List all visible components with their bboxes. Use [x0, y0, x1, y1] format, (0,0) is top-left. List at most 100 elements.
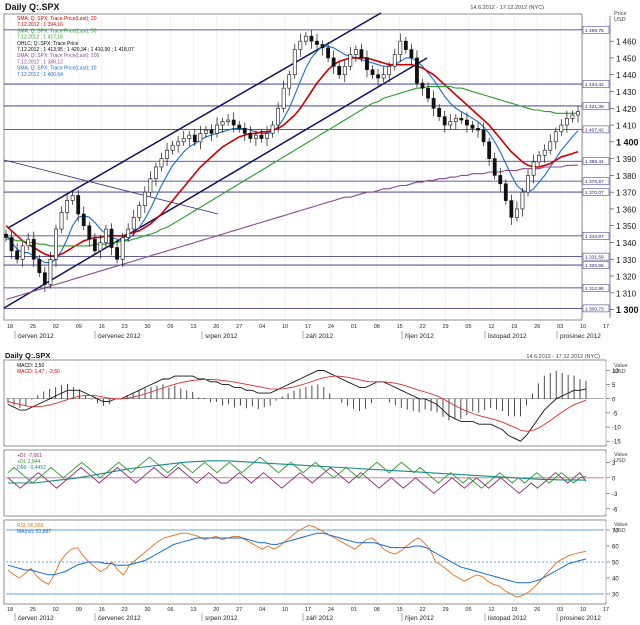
candle-body [564, 118, 569, 126]
price-legend-entry: SMA; Q:.SPX; Trace Price(Last); 200 [17, 53, 99, 59]
candle-body [131, 217, 136, 230]
bottom-day-tick: 02 [53, 607, 59, 613]
level-label: 1 370,07 [585, 190, 604, 196]
price-tick-label: 1 340 [616, 239, 637, 248]
candle-body [231, 119, 236, 126]
price-legend-entry: 7.12.2012 ; 1 417,16 [17, 35, 63, 41]
level-label-box [582, 177, 610, 185]
channel-lower-line [3, 57, 428, 309]
bottom-month-label: červenec 2012 [98, 615, 141, 622]
level-label-box [582, 252, 610, 261]
bottom-day-tick: 20 [213, 607, 219, 613]
candle-body [26, 238, 31, 247]
candle-body [476, 128, 480, 131]
bottom-month-label: říjen 2012 [405, 615, 434, 622]
price-day-tick: 24 [328, 324, 334, 330]
bottom-day-tick: 23 [122, 607, 128, 613]
candle-body [348, 54, 353, 67]
candle-body [20, 245, 25, 260]
macd-panel-title: Daily Q:.SPX [5, 351, 50, 360]
candle-body [420, 82, 425, 89]
price-day-tick: 16 [99, 324, 105, 330]
candle-body [326, 47, 330, 59]
candle-body [165, 149, 169, 159]
candle-body [9, 237, 14, 252]
price-axis-label: Price [614, 11, 627, 17]
price-legend-entry: 7.12.2012 ; 1 406,64 [17, 72, 63, 78]
candle-body [265, 133, 269, 139]
level-label: 1 312,96 [585, 286, 604, 292]
price-day-tick: 29 [442, 324, 448, 330]
bottom-month-label: prosinec 2012 [560, 615, 601, 622]
price-month-label: prosinec 2012 [560, 333, 601, 340]
candle-body [331, 57, 336, 67]
candle-body [520, 191, 525, 210]
dmi-legend-entry: +DI: 2,944 [17, 459, 40, 465]
bottom-day-tick: 10 [282, 607, 288, 613]
candle-body [315, 40, 319, 45]
price-day-tick: 02 [53, 324, 59, 330]
candle-body [559, 124, 564, 133]
series-line [5, 164, 579, 301]
macd-legend-entry: MACD: 3,50 [17, 363, 44, 369]
price-month-label: září 2012 [306, 333, 333, 340]
candle-body [526, 175, 530, 193]
price-month-label: srpen 2012 [205, 333, 238, 340]
price-legend-entry: SMA; Q:.SPX; Trace Price(Last); 20 [17, 16, 97, 22]
macd-value-label: Value [614, 363, 628, 369]
bottom-day-tick: 09 [76, 607, 82, 613]
sub-tick-label: -10 [612, 426, 621, 432]
candle-body [570, 114, 575, 119]
bottom-day-tick: 15 [397, 607, 403, 613]
candle-body [437, 107, 442, 117]
bottom-day-tick: 05 [465, 607, 471, 613]
macd-signal-line [7, 375, 587, 432]
candle-body [492, 158, 497, 176]
candle-body [98, 242, 103, 252]
candle-body [281, 87, 286, 109]
candle-body [398, 40, 403, 55]
price-tick-label: 1 360 [616, 205, 637, 214]
price-day-tick: 10 [580, 324, 586, 330]
price-day-tick: 09 [76, 324, 82, 330]
sub-tick-label: 0 [612, 476, 616, 482]
price-day-tick: 05 [465, 324, 471, 330]
price-tick-label: 1 330 [616, 256, 637, 265]
sub-tick-label: -5 [612, 411, 618, 417]
candle-body [76, 195, 81, 215]
price-day-tick: 17 [603, 324, 609, 330]
candle-body [148, 178, 153, 193]
price-y-ticks: 1 300 1 310 1 320 1 330 1 340 1 350 1 360 1 370… [609, 16, 639, 318]
bottom-day-tick: 29 [442, 607, 448, 613]
candle-body [59, 212, 64, 230]
dmi-value-currency: USD [614, 458, 626, 464]
candle-body [120, 237, 125, 260]
level-label: 1 376,57 [585, 179, 604, 185]
level-label: 1 300,73 [585, 306, 604, 312]
price-tick-label: 1 390 [616, 155, 637, 164]
macd-panel-date-range: 14.6.2012 - 17.12.2012 (NYC) [526, 354, 600, 360]
price-tick-label: 1 440 [616, 71, 637, 80]
candle-body [481, 129, 486, 143]
bottom-day-tick: 17 [603, 607, 609, 613]
candle-body [370, 69, 375, 76]
candle-body [4, 233, 8, 238]
price-tick-label: 1 370 [616, 189, 637, 198]
candle-body [576, 111, 580, 116]
candle-body [403, 40, 408, 50]
bottom-day-tick: 24 [328, 607, 334, 613]
dmi-minus-di-line [7, 456, 587, 489]
candle-body [54, 228, 58, 260]
candle-body [276, 107, 281, 126]
candle-body [542, 149, 547, 156]
candle-body [137, 205, 142, 218]
bottom-day-tick: 06 [167, 607, 173, 613]
sub-tick-label: -6 [612, 507, 618, 513]
level-label: 1 407,42 [585, 127, 604, 133]
sub-tick-label: -3 [612, 492, 618, 498]
rsi-legend-entry: MA(rsi): 51,897 [17, 529, 51, 535]
bottom-day-tick: 26 [534, 607, 540, 613]
